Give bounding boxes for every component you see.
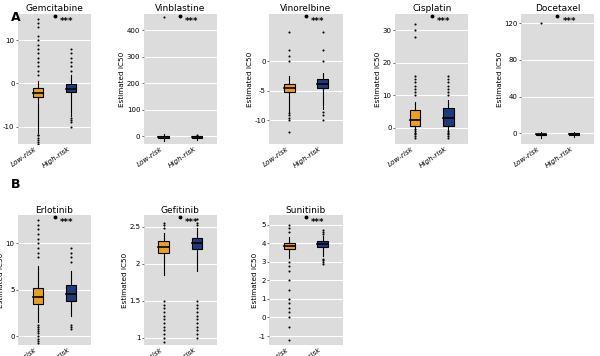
Title: Gemcitabine: Gemcitabine — [26, 5, 83, 14]
Text: ***: *** — [562, 17, 576, 26]
Y-axis label: Estimated IC50: Estimated IC50 — [497, 52, 503, 107]
Text: ***: *** — [311, 17, 325, 26]
Text: ***: *** — [311, 218, 325, 227]
Bar — [284, 84, 295, 92]
Y-axis label: Estimated IC50: Estimated IC50 — [122, 253, 128, 308]
Title: Sunitinib: Sunitinib — [286, 206, 326, 215]
Bar — [32, 88, 43, 97]
Title: Docetaxel: Docetaxel — [535, 5, 580, 14]
Bar — [191, 238, 202, 249]
Bar — [536, 134, 546, 135]
Y-axis label: Estimated IC50: Estimated IC50 — [0, 253, 4, 308]
Title: Gefitinib: Gefitinib — [161, 206, 200, 215]
Title: Vinblastine: Vinblastine — [155, 5, 205, 14]
Text: B: B — [11, 178, 20, 191]
Text: ***: *** — [437, 17, 450, 26]
Text: ***: *** — [59, 218, 73, 227]
Bar — [158, 241, 169, 252]
Y-axis label: Estimated IC50: Estimated IC50 — [0, 52, 2, 107]
Y-axis label: Estimated IC50: Estimated IC50 — [247, 52, 253, 107]
Bar — [66, 84, 76, 92]
Bar — [284, 243, 295, 249]
Bar — [569, 134, 580, 135]
Title: Cisplatin: Cisplatin — [412, 5, 451, 14]
Y-axis label: Estimated IC50: Estimated IC50 — [251, 253, 257, 308]
Text: ***: *** — [185, 218, 199, 227]
Text: ***: *** — [185, 17, 199, 26]
Bar — [66, 285, 76, 301]
Title: Vinorelbine: Vinorelbine — [280, 5, 332, 14]
Bar — [191, 136, 202, 138]
Title: Erlotinib: Erlotinib — [35, 206, 73, 215]
Bar — [158, 136, 169, 138]
Y-axis label: Estimated IC50: Estimated IC50 — [119, 52, 125, 107]
Bar — [32, 288, 43, 304]
Bar — [443, 108, 454, 126]
Text: A: A — [11, 11, 20, 24]
Text: ***: *** — [59, 17, 73, 26]
Bar — [317, 241, 328, 247]
Y-axis label: Estimated IC50: Estimated IC50 — [376, 52, 382, 107]
Bar — [410, 110, 421, 126]
Bar — [317, 79, 328, 88]
